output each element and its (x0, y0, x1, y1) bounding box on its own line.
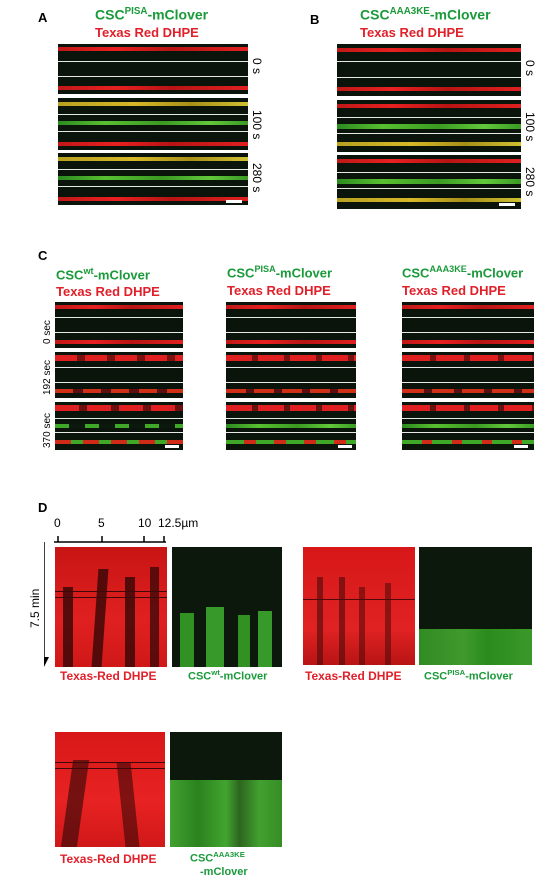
panel-c-col3-strip-192 (402, 352, 534, 398)
panel-c-col3-strip-0 (402, 302, 534, 348)
panel-b-time-0: 0 s (523, 60, 537, 77)
panel-c-time-0: 0 sec (42, 320, 53, 344)
panel-c-col1-protein: CSCwt-mClover (56, 266, 150, 283)
panel-a-time-100: 100 s (250, 110, 264, 140)
panel-c-time-192: 192 sec (42, 359, 53, 395)
panel-b-letter: B (310, 12, 320, 27)
panel-c-col1-dye: Texas Red DHPE (56, 284, 160, 299)
kymo-wt-red (55, 547, 167, 667)
scale-bar (165, 445, 179, 448)
scale-bar (338, 445, 352, 448)
scale-bar (226, 200, 242, 203)
panel-a-dye-title: Texas Red DHPE (95, 25, 199, 40)
kymo-aaa-red (55, 732, 165, 847)
panel-c-col3-protein: CSCAAA3KE-mClover (402, 264, 524, 281)
panel-d-axes (44, 536, 166, 667)
panel-b-dye-title: Texas Red DHPE (360, 25, 464, 40)
panel-c-letter: C (38, 248, 48, 263)
kymo-wt-green (172, 547, 282, 667)
panel-c-col2-strip-192 (226, 352, 356, 398)
panel-b-strip-0s (337, 44, 521, 96)
caption-wt-red: Texas-Red DHPE (60, 669, 157, 683)
caption-wt-green: CSCwt-mClover (188, 668, 268, 683)
kymo-aaa-green (170, 732, 282, 847)
panel-c-col1-strip-192 (55, 352, 183, 398)
caption-aaa-red: Texas-Red DHPE (60, 852, 157, 866)
panel-c-col1-strip-0 (55, 302, 183, 348)
kymo-pisa-red (303, 547, 415, 665)
axis-tick-10: 10 (138, 516, 152, 530)
panel-c-time-370: 370 sec (42, 412, 53, 448)
panel-a-strip-280s (58, 153, 248, 205)
panel-c-col2-protein: CSCPISA-mClover (227, 264, 333, 281)
scale-bar (499, 203, 515, 206)
time-axis-label: 7.5 min (28, 588, 42, 628)
panel-b-strip-280s (337, 155, 521, 209)
panel-c-col3-dye: Texas Red DHPE (402, 283, 506, 298)
panel-c-col2-strip-370 (226, 402, 356, 450)
axis-tick-0: 0 (54, 516, 61, 530)
panel-a-time-280: 280 s (250, 163, 264, 193)
panel-c-col3-strip-370 (402, 402, 534, 450)
axis-tick-5: 5 (98, 516, 105, 530)
panel-c-col1-strip-370 (55, 402, 183, 450)
caption-aaa-green-line2: -mClover (200, 866, 248, 878)
panel-b-time-100: 100 s (523, 112, 537, 142)
panel-a-strip-100s (58, 98, 248, 150)
caption-aaa-green-line1: CSCAAA3KE (190, 850, 245, 865)
scale-bar (514, 445, 528, 448)
panel-b-time-280: 280 s (523, 167, 537, 197)
panel-b-strip-100s (337, 100, 521, 152)
axis-tick-12-5: 12.5µm (158, 516, 199, 530)
panel-a-letter: A (38, 10, 48, 25)
panel-c-col2-strip-0 (226, 302, 356, 348)
caption-pisa-green: CSCPISA-mClover (424, 668, 513, 683)
panel-a-strip-0s (58, 44, 248, 94)
panel-c-col2-dye: Texas Red DHPE (227, 283, 331, 298)
panel-b-protein-title: CSCAAA3KE-mClover (360, 6, 491, 23)
panel-a-time-0: 0 s (250, 58, 264, 75)
panel-a-protein-title: CSCPISA-mClover (95, 6, 209, 23)
panel-d-letter: D (38, 500, 48, 515)
caption-pisa-red: Texas-Red DHPE (305, 669, 402, 683)
kymo-pisa-green (419, 547, 532, 665)
